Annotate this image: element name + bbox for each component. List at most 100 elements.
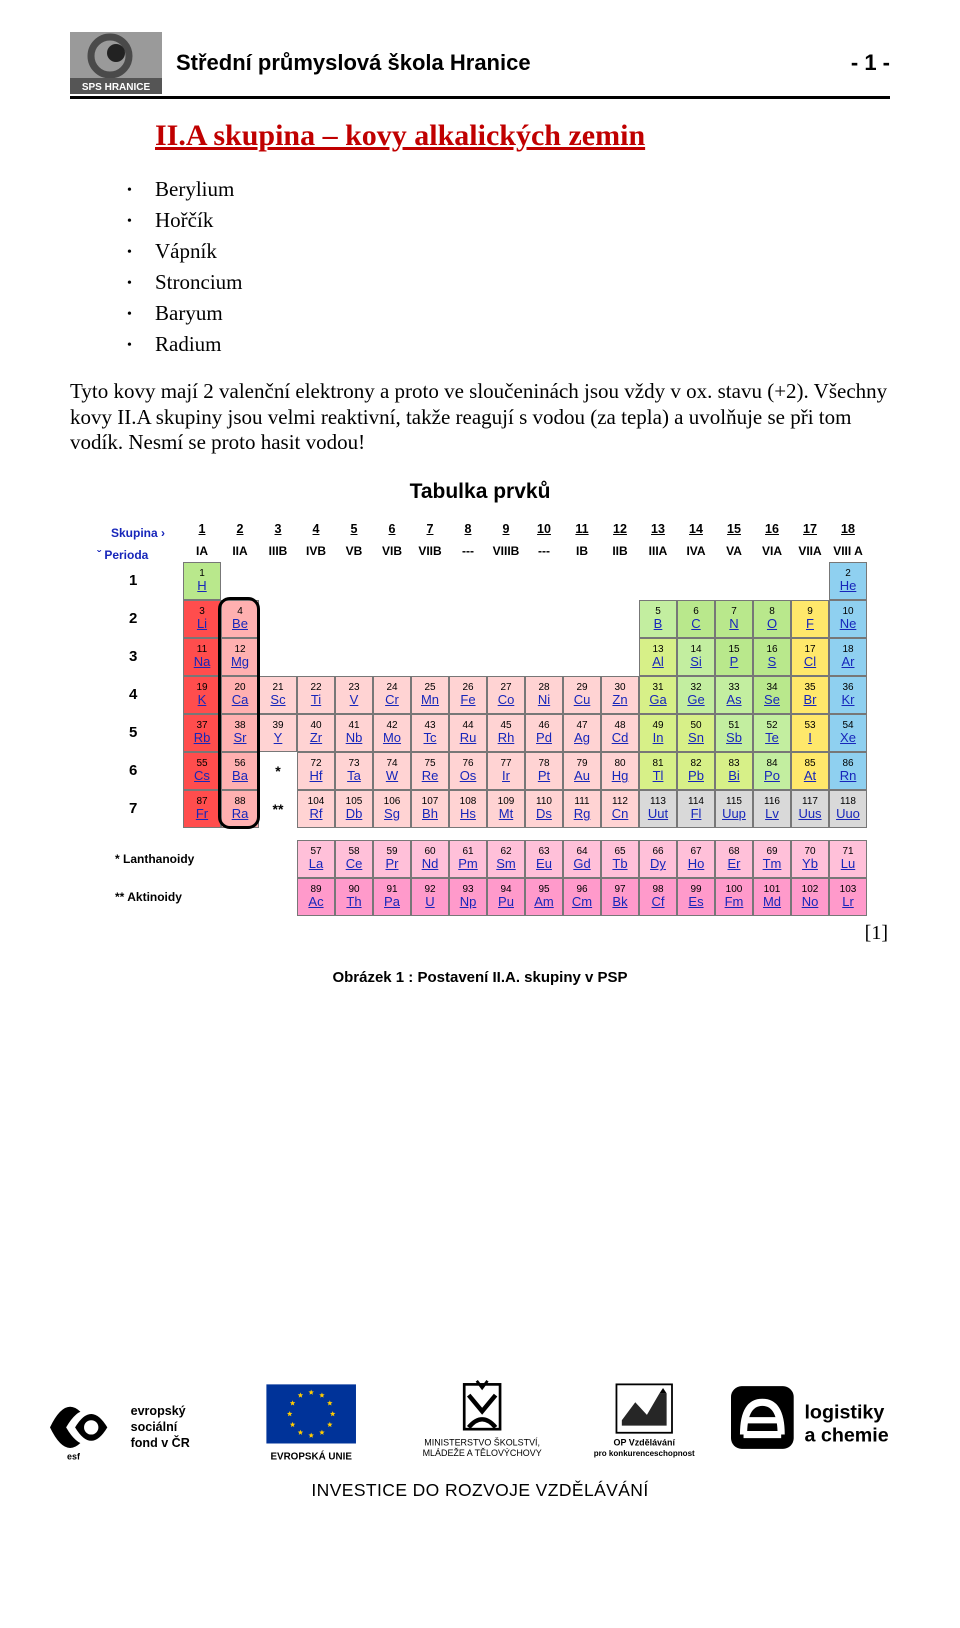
element-cell: 88Ra <box>221 790 259 828</box>
element-cell: 55Cs <box>183 752 221 790</box>
element-cell: 92U <box>411 878 449 916</box>
group-number: 16 <box>753 522 791 544</box>
svg-text:logistiky: logistiky <box>804 1401 884 1423</box>
svg-text:evropský: evropský <box>131 1404 186 1418</box>
group-roman: IIA <box>221 544 259 562</box>
element-cell: 13Al <box>639 638 677 676</box>
element-cell: 34Se <box>753 676 791 714</box>
group-number: 7 <box>411 522 449 544</box>
element-cell: 51Sb <box>715 714 753 752</box>
element-cell: 31Ga <box>639 676 677 714</box>
element-cell: 20Ca <box>221 676 259 714</box>
element-cell: 80Hg <box>601 752 639 790</box>
school-logo: SPS HRANICE <box>70 32 162 94</box>
element-cell: 59Pr <box>373 840 411 878</box>
element-cell: 47Ag <box>563 714 601 752</box>
element-cell: 112Cn <box>601 790 639 828</box>
group-number: 17 <box>791 522 829 544</box>
element-cell: 65Tb <box>601 840 639 878</box>
element-cell: 115Uup <box>715 790 753 828</box>
element-cell: 58Ce <box>335 840 373 878</box>
group-roman: VIIIB <box>487 544 525 562</box>
periodic-table: Skupina ›123456789101112131415161718ˇ Pe… <box>93 522 867 916</box>
element-cell: 14Si <box>677 638 715 676</box>
element-cell: 100Fm <box>715 878 753 916</box>
element-cell: 60Nd <box>411 840 449 878</box>
element-cell: 16S <box>753 638 791 676</box>
element-cell: 12Mg <box>221 638 259 676</box>
group-roman: VA <box>715 544 753 562</box>
group-roman: VIIB <box>411 544 449 562</box>
element-list-item: Radium <box>155 332 890 357</box>
group-number: 18 <box>829 522 867 544</box>
element-cell: 11Na <box>183 638 221 676</box>
element-cell: 89Ac <box>297 878 335 916</box>
element-cell: 95Am <box>525 878 563 916</box>
element-list-item: Vápník <box>155 239 890 264</box>
element-cell: 4Be <box>221 600 259 638</box>
lanthanide-label: * Lanthanoidy <box>93 852 297 866</box>
element-cell: 104Rf <box>297 790 335 828</box>
element-list-item: Hořčík <box>155 208 890 233</box>
element-cell: 2He <box>829 562 867 600</box>
element-cell: 97Bk <box>601 878 639 916</box>
element-cell: 3Li <box>183 600 221 638</box>
element-cell: 90Th <box>335 878 373 916</box>
svg-text:MLÁDEŽE A TĚLOVÝCHOVY: MLÁDEŽE A TĚLOVÝCHOVY <box>423 1448 542 1458</box>
period-number: 4 <box>93 686 183 703</box>
group-roman: VIIA <box>791 544 829 562</box>
element-cell: 18Ar <box>829 638 867 676</box>
element-cell: 1H <box>183 562 221 600</box>
element-cell: 118Uuo <box>829 790 867 828</box>
element-cell: 7N <box>715 600 753 638</box>
group-number: 9 <box>487 522 525 544</box>
page-header: SPS HRANICE Střední průmyslová škola Hra… <box>70 32 890 99</box>
intro-paragraph: Tyto kovy mají 2 valenční elektrony a pr… <box>70 379 890 456</box>
element-cell: 69Tm <box>753 840 791 878</box>
logistics-logo: logistiky a chemie <box>731 1376 910 1468</box>
element-cell: 28Ni <box>525 676 563 714</box>
element-cell: 116Lv <box>753 790 791 828</box>
group-roman: IB <box>563 544 601 562</box>
element-cell: 62Sm <box>487 840 525 878</box>
element-cell: 73Ta <box>335 752 373 790</box>
element-cell: 78Pt <box>525 752 563 790</box>
element-cell: 52Te <box>753 714 791 752</box>
group-number: 4 <box>297 522 335 544</box>
element-cell: 19K <box>183 676 221 714</box>
element-cell: 101Md <box>753 878 791 916</box>
msmt-logo: MINISTERSTVO ŠKOLSTVÍ, MLÁDEŽE A TĚLOVÝC… <box>406 1376 558 1468</box>
group-roman: IA <box>183 544 221 562</box>
group-number: 12 <box>601 522 639 544</box>
svg-text:esf: esf <box>67 1451 80 1461</box>
element-cell: 41Nb <box>335 714 373 752</box>
element-cell: 9F <box>791 600 829 638</box>
element-cell: 94Pu <box>487 878 525 916</box>
group-roman: --- <box>449 544 487 562</box>
element-cell: 114Fl <box>677 790 715 828</box>
group-number: 11 <box>563 522 601 544</box>
element-cell: 84Po <box>753 752 791 790</box>
element-cell: 96Cm <box>563 878 601 916</box>
element-cell: 30Zn <box>601 676 639 714</box>
element-cell: 50Sn <box>677 714 715 752</box>
svg-text:OP Vzdělávání: OP Vzdělávání <box>614 1437 676 1447</box>
period-number: 2 <box>93 610 183 627</box>
element-cell: 108Hs <box>449 790 487 828</box>
element-cell: 86Rn <box>829 752 867 790</box>
group-number: 6 <box>373 522 411 544</box>
element-cell: 111Rg <box>563 790 601 828</box>
element-cell: 79Au <box>563 752 601 790</box>
svg-text:MINISTERSTVO ŠKOLSTVÍ,: MINISTERSTVO ŠKOLSTVÍ, <box>424 1437 540 1447</box>
element-cell: 66Dy <box>639 840 677 878</box>
page-number: - 1 - <box>851 50 890 76</box>
element-cell: 36Kr <box>829 676 867 714</box>
element-list-item: Berylium <box>155 177 890 202</box>
svg-text:fond v ČR: fond v ČR <box>131 1435 190 1450</box>
group-number: 10 <box>525 522 563 544</box>
group-roman: VIA <box>753 544 791 562</box>
element-cell: 35Br <box>791 676 829 714</box>
element-cell: 56Ba <box>221 752 259 790</box>
element-cell: 91Pa <box>373 878 411 916</box>
element-cell: 42Mo <box>373 714 411 752</box>
